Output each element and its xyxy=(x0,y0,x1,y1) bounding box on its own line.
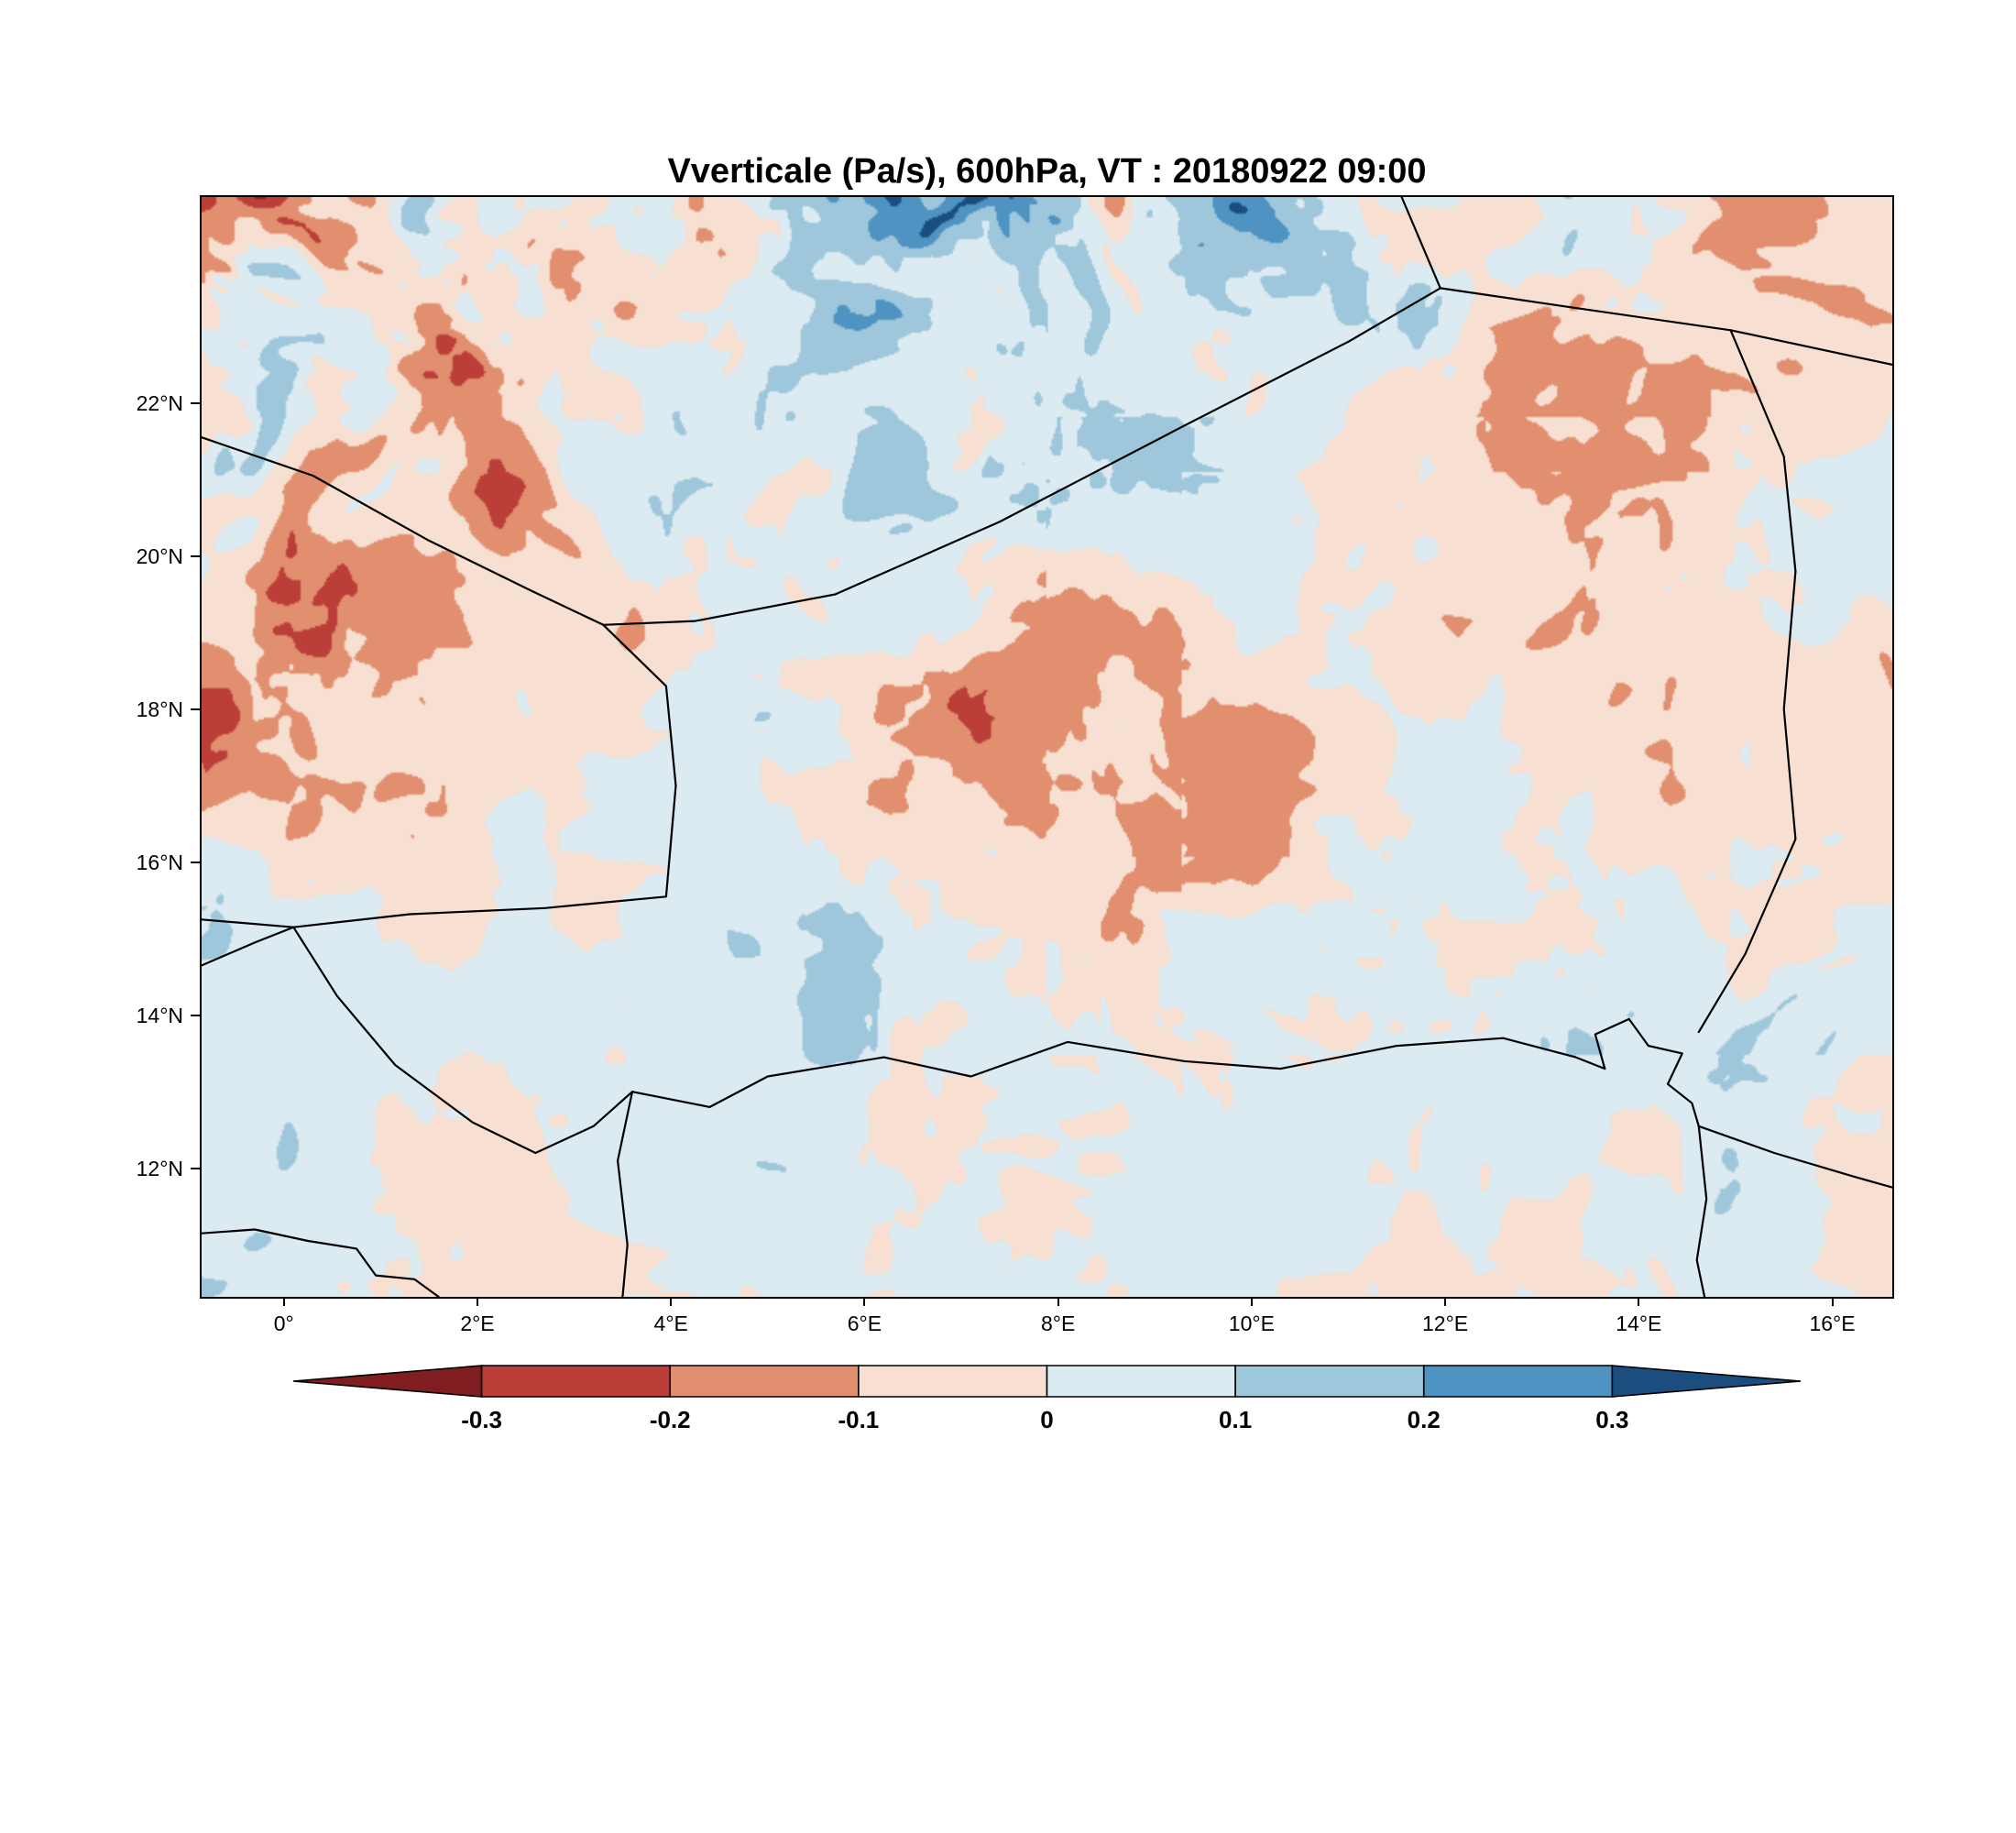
colorbar-segment xyxy=(1046,1365,1236,1398)
colorbar-tick-label: 0.3 xyxy=(1595,1406,1628,1433)
colorbar-segment xyxy=(1611,1365,1802,1398)
country-borders-overlay xyxy=(202,197,1892,1297)
border-algeria-libya xyxy=(1400,197,1441,290)
x-axis-tick-label: 12°E xyxy=(1422,1312,1469,1335)
y-axis-tick-label: 14°N xyxy=(136,1003,183,1027)
y-axis-tick-label: 12°N xyxy=(136,1156,183,1180)
x-axis-tick-label: 0° xyxy=(273,1312,294,1335)
y-axis-tick-label: 16°N xyxy=(136,850,183,874)
border-nigeria-cameroon xyxy=(1695,1125,1708,1297)
x-axis-tick-label: 14°E xyxy=(1616,1312,1662,1335)
colorbar-tick-label: -0.2 xyxy=(650,1406,691,1433)
x-axis-tick-label: 2°E xyxy=(460,1312,495,1335)
border-niger-nigeria xyxy=(630,1037,1606,1109)
border-benin-nigeria xyxy=(617,1091,634,1297)
x-axis-tick-label: 6°E xyxy=(847,1312,882,1335)
colorbar-tick-label: -0.3 xyxy=(461,1406,502,1433)
colorbar-segment xyxy=(292,1365,483,1398)
y-axis-tick-label: 18°N xyxy=(136,697,183,721)
border-mali-burkina xyxy=(202,926,295,967)
colorbar-segment xyxy=(858,1365,1048,1398)
x-axis-tick-label: 8°E xyxy=(1040,1312,1076,1335)
border-mali-algeria xyxy=(202,436,605,626)
colorbar: -0.3 -0.2 -0.1 0 0.1 0.2 0.3 xyxy=(292,1365,1802,1433)
border-algeria-niger xyxy=(602,287,1441,626)
colorbar-segment xyxy=(1422,1365,1614,1398)
x-axis-tick-label: 16°E xyxy=(1809,1312,1856,1335)
border-mali-niger xyxy=(202,623,677,928)
colorbar-tick-label: -0.1 xyxy=(838,1406,879,1433)
map-plot-area xyxy=(200,195,1894,1299)
border-lake-chad xyxy=(1594,1017,1700,1127)
border-chad-cameroon xyxy=(1697,1125,1892,1189)
chart-title: Vverticale (Pa/s), 600hPa, VT : 20180922… xyxy=(667,152,1427,191)
colorbar-tick-label: 0.2 xyxy=(1408,1406,1441,1433)
border-libya-niger-chad xyxy=(1439,287,1892,366)
colorbar-segment xyxy=(669,1365,860,1398)
border-niger-chad xyxy=(1697,329,1797,1034)
y-axis-tick-label: 22°N xyxy=(136,390,183,415)
heatmap-canvas xyxy=(202,197,1892,1297)
y-axis-tick-label: 20°N xyxy=(136,543,183,568)
x-axis-tick-label: 4°E xyxy=(653,1312,688,1335)
colorbar-tick-label: 0.1 xyxy=(1219,1406,1252,1433)
colorbar-segment xyxy=(1234,1365,1425,1398)
colorbar-segment xyxy=(480,1365,672,1398)
colorbar-tick-label: 0 xyxy=(1040,1406,1053,1433)
border-burkina-niger xyxy=(292,926,634,1155)
border-burkina-togo-benin xyxy=(202,1228,440,1297)
x-axis-tick-label: 10°E xyxy=(1228,1312,1275,1335)
